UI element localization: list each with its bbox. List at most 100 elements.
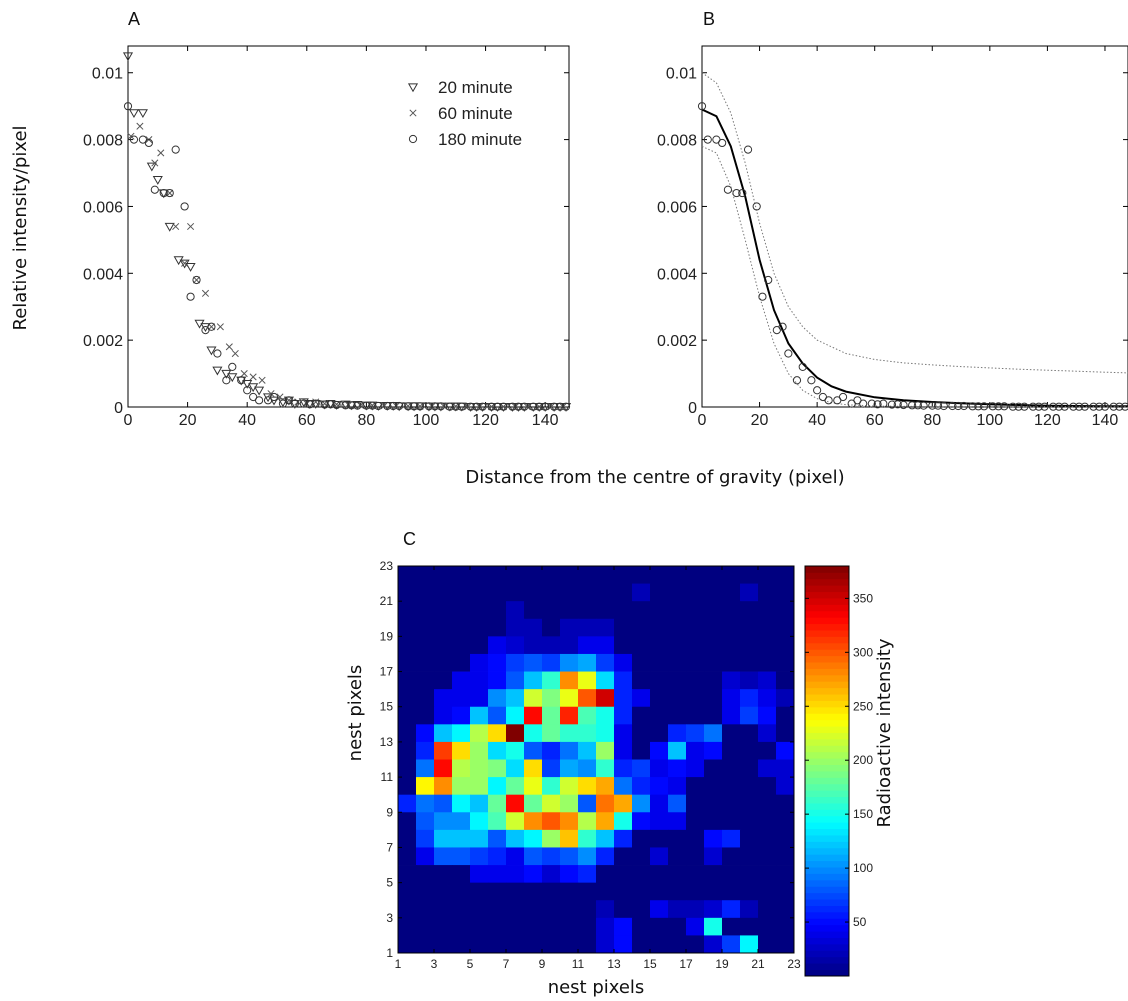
heatmap-x-tick-label: 21 [751,957,765,971]
heatmap-cell [596,865,615,884]
heatmap-cell [596,653,615,672]
data-point [311,399,320,408]
data-point [547,403,555,411]
colorbar-segment [805,610,849,618]
heatmap-cell [578,566,597,584]
heatmap-cell [704,724,723,743]
heatmap-cell [470,829,489,848]
data-point [1115,402,1124,411]
legend-entry-label: 180 minute [438,130,522,149]
heatmap-cell [722,583,741,602]
heatmap-cell [452,618,471,637]
heatmap-cell [650,706,669,725]
data-point [326,400,335,409]
data-point [144,138,153,148]
heatmap-cell [740,900,759,919]
colorbar-tick-label: 200 [853,753,873,767]
heatmap-cell [506,636,525,655]
heatmap-cell [470,935,489,954]
heatmap-cell [470,636,489,655]
heatmap-cell [668,689,687,708]
data-point [508,402,517,411]
heatmap-cell [524,689,543,708]
heatmap-y-tick-label: 7 [386,840,393,854]
heatmap-cell [524,566,543,584]
panel-label-a: A [128,9,140,29]
data-point [798,362,807,371]
heatmap-cell [668,759,687,778]
heatmap-y-tick-label: 11 [381,770,394,784]
heatmap-cell [452,706,471,725]
heatmap-cell [452,724,471,743]
heatmap-cell [398,847,417,866]
data-point [697,102,707,111]
data-point [254,386,265,396]
data-point [430,402,440,411]
heatmap-cell [776,671,795,690]
heatmap-x-tick-label: 9 [539,957,546,971]
heatmap-cell [452,653,471,672]
heatmap-cell [434,689,453,708]
data-point [1100,402,1110,411]
colorbar-segment [805,758,849,765]
heatmap-cell [452,583,471,602]
heatmap-cell [434,847,453,866]
heatmap-cell [542,829,561,848]
heatmap-cell [776,724,795,743]
heatmap-cell [524,724,543,743]
heatmap-cell [722,829,741,848]
data-point [276,393,284,401]
heatmap-cell [560,882,579,901]
heatmap-cell [416,900,435,919]
heatmap-cell [776,917,795,936]
data-point [137,109,148,119]
heatmap-x-tick-label: 5 [467,957,474,971]
heatmap-cell [704,689,723,708]
data-point [227,373,238,383]
heatmap-cell [560,900,579,919]
x-tick-label: 100 [976,412,1003,429]
heatmap-cell [398,671,417,690]
x-tick-label: 80 [923,412,941,429]
heatmap-cell [668,724,687,743]
heatmap-cell [434,829,453,848]
heatmap-cell [524,829,543,848]
data-point [784,349,793,358]
heatmap-cell [740,935,759,954]
heatmap-cell [416,689,435,708]
data-point [988,402,997,411]
data-point [389,401,398,411]
heatmap-cell [758,601,777,620]
heatmap-cell [668,583,687,602]
heatmap-cell [722,636,741,655]
data-point [859,399,868,408]
heatmap-cell [704,847,723,866]
heatmap-cell [470,653,489,672]
heatmap-cell [524,935,543,954]
heatmap-cell [722,900,741,919]
heatmap-cell [614,900,633,919]
heatmap-x-tick-label: 23 [787,957,801,971]
data-point [192,275,201,285]
heatmap-cell [416,724,435,743]
heatmap-cell [434,759,453,778]
heatmap-cell [470,741,489,760]
heatmap-cell [560,689,579,708]
heatmap-cell [632,724,651,743]
heatmap-cell [470,724,489,743]
heatmap-cell [686,935,705,954]
heatmap-cell [452,601,471,620]
colorbar-segment [805,719,849,727]
heatmap-y-tick-label: 9 [386,805,393,819]
heatmap-cell [560,865,579,884]
heatmap-x-tick-label: 7 [503,957,510,971]
heatmap-cell [704,601,723,620]
colorbar-segment [805,681,849,689]
colorbar-segment [805,732,849,740]
heatmap-cell [704,882,723,901]
heatmap-cell [524,917,543,936]
heatmap-cell [578,935,597,954]
heatmap-cell [506,583,525,602]
heatmap-cell [434,935,453,954]
fit-curve-line [701,108,1128,408]
